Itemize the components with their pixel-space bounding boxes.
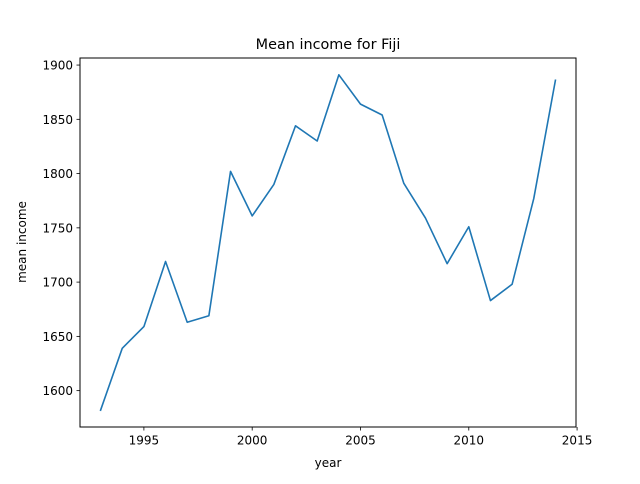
y-tick-label: 1700 — [42, 276, 73, 290]
x-tick-label: 2015 — [562, 434, 593, 448]
y-tick-label: 1900 — [42, 59, 73, 73]
axes-frame — [79, 57, 577, 428]
y-tick-label: 1600 — [42, 384, 73, 398]
y-axis-label: mean income — [15, 201, 29, 283]
x-tick-label: 2005 — [345, 434, 376, 448]
y-axis-ticks: 1600 1650 1700 1750 1800 1850 1900 — [42, 59, 80, 398]
x-axis-ticks: 1995 2000 2005 2010 2015 — [129, 427, 593, 448]
income-series-line — [99, 74, 557, 412]
x-tick-label: 1995 — [129, 434, 160, 448]
x-tick-label: 2000 — [237, 434, 268, 448]
y-tick-label: 1650 — [42, 330, 73, 344]
x-tick-label: 2010 — [454, 434, 485, 448]
y-tick-label: 1850 — [42, 113, 73, 127]
series-layer — [99, 74, 557, 412]
chart-title: Mean income for Fiji — [256, 37, 401, 53]
y-tick-label: 1800 — [42, 167, 73, 181]
x-axis-label: year — [315, 456, 342, 470]
y-tick-label: 1750 — [42, 221, 73, 235]
